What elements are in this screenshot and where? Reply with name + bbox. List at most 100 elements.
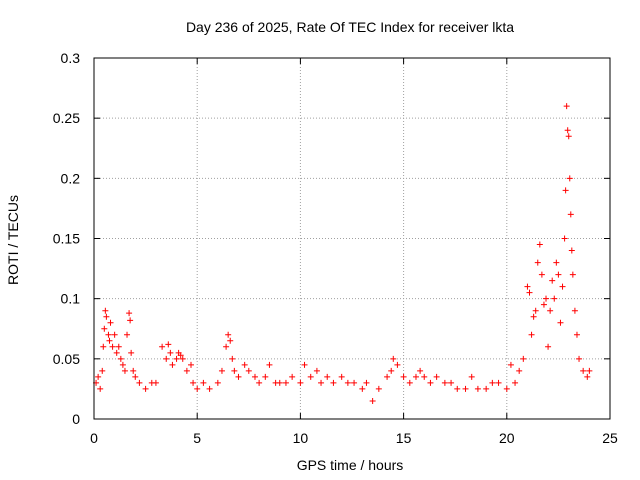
- data-point: [507, 361, 514, 368]
- data-point: [538, 271, 545, 278]
- data-point: [359, 385, 366, 392]
- data-point: [194, 385, 201, 392]
- data-point: [183, 367, 190, 374]
- data-point: [462, 385, 469, 392]
- data-point: [136, 379, 143, 386]
- data-point: [130, 367, 137, 374]
- data-point: [400, 373, 407, 380]
- data-point: [474, 385, 481, 392]
- data-point: [132, 373, 139, 380]
- data-point: [256, 379, 263, 386]
- data-point: [427, 379, 434, 386]
- data-point: [128, 349, 135, 356]
- data-point: [543, 295, 550, 302]
- data-point: [363, 379, 370, 386]
- data-point: [421, 373, 428, 380]
- data-point: [177, 352, 184, 359]
- data-point: [555, 271, 562, 278]
- data-point: [571, 307, 578, 314]
- data-point: [573, 331, 580, 338]
- data-point: [338, 373, 345, 380]
- chart-title: Day 236 of 2025, Rate Of TEC Index for r…: [186, 19, 514, 35]
- data-point: [441, 379, 448, 386]
- y-axis-title: ROTI / TECUs: [5, 195, 21, 285]
- data-point: [545, 343, 552, 350]
- data-point: [330, 379, 337, 386]
- data-point: [448, 379, 455, 386]
- data-point: [569, 271, 576, 278]
- data-point: [117, 355, 124, 362]
- data-point: [229, 355, 236, 362]
- data-point: [142, 385, 149, 392]
- y-tick-label: 0.1: [61, 291, 81, 307]
- x-axis-title: GPS time / hours: [297, 457, 404, 473]
- data-point: [489, 379, 496, 386]
- axis-ticks: [93, 57, 611, 420]
- data-point: [528, 331, 535, 338]
- data-point: [100, 343, 107, 350]
- data-point: [530, 313, 537, 320]
- data-point: [152, 379, 159, 386]
- data-point: [223, 343, 230, 350]
- x-tick-label: 0: [90, 430, 98, 446]
- data-point: [103, 313, 110, 320]
- x-tick-label: 20: [499, 430, 515, 446]
- data-point: [97, 385, 104, 392]
- data-point: [532, 307, 539, 314]
- data-point: [301, 361, 308, 368]
- data-point: [412, 373, 419, 380]
- data-point: [126, 310, 133, 317]
- data-point: [318, 379, 325, 386]
- y-tick-label: 0.3: [61, 50, 81, 66]
- data-point: [227, 337, 234, 344]
- data-point: [119, 361, 126, 368]
- y-tick-label: 0.05: [53, 351, 80, 367]
- data-point: [557, 319, 564, 326]
- data-point: [540, 301, 547, 308]
- data-point: [561, 235, 568, 242]
- data-point: [206, 385, 213, 392]
- data-point: [307, 373, 314, 380]
- data-point: [344, 379, 351, 386]
- data-point: [576, 355, 583, 362]
- x-tick-labels: 0 5 10 15 20 25: [90, 430, 618, 446]
- data-point: [394, 361, 401, 368]
- data-point: [262, 373, 269, 380]
- data-point: [584, 373, 591, 380]
- data-point: [95, 373, 102, 380]
- data-point: [165, 341, 172, 348]
- x-tick-label: 25: [602, 430, 618, 446]
- data-point: [564, 127, 571, 134]
- data-point: [179, 355, 186, 362]
- data-point: [559, 283, 566, 290]
- data-point: [388, 367, 395, 374]
- data-point: [390, 355, 397, 362]
- data-point: [200, 379, 207, 386]
- data-point: [406, 379, 413, 386]
- data-points: [93, 103, 593, 404]
- data-point: [111, 331, 118, 338]
- data-point: [115, 343, 122, 350]
- data-point: [102, 307, 109, 314]
- data-point: [188, 361, 195, 368]
- data-point: [266, 361, 273, 368]
- data-point: [109, 343, 116, 350]
- data-point: [163, 355, 170, 362]
- data-point: [167, 349, 174, 356]
- data-point: [562, 187, 569, 194]
- data-point: [105, 331, 112, 338]
- data-point: [159, 343, 166, 350]
- data-point: [512, 379, 519, 386]
- data-point: [384, 373, 391, 380]
- data-point: [369, 397, 376, 404]
- data-point: [454, 385, 461, 392]
- data-point: [101, 325, 108, 332]
- data-point: [289, 373, 296, 380]
- data-point: [563, 103, 570, 110]
- data-point: [124, 331, 131, 338]
- data-point: [225, 331, 232, 338]
- data-point: [113, 349, 120, 356]
- data-point: [580, 367, 587, 374]
- y-tick-label: 0.2: [61, 170, 81, 186]
